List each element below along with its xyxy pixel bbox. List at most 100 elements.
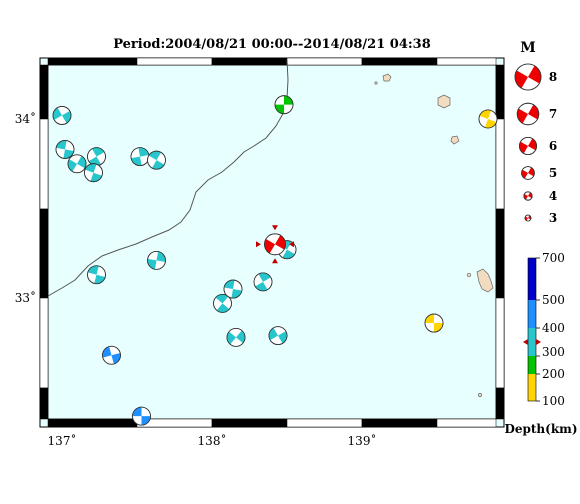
- magnitude-label-8: 8: [549, 70, 557, 84]
- depth-band-300-400: [528, 328, 536, 356]
- frame-tick-top: [361, 57, 438, 66]
- depth-tick-700: 700: [542, 251, 565, 265]
- magnitude-label-5: 5: [549, 166, 557, 180]
- lat-label-33: 33˚: [15, 290, 36, 305]
- mainshock-mechanism: [264, 233, 286, 256]
- depth-tick-200: 200: [542, 367, 565, 381]
- earthquake-mechanism: [102, 345, 121, 365]
- magnitude-legend-symbol: [523, 191, 533, 201]
- island: [437, 94, 451, 109]
- earthquake-mechanism: [147, 150, 166, 170]
- frame-tick-left: [39, 387, 49, 420]
- earthquake-mechanism: [226, 327, 246, 347]
- magnitude-legend-symbol: [524, 214, 532, 222]
- depth-tick-500: 500: [542, 293, 565, 307]
- map-title: Period:2004/08/21 00:00--2014/08/21 04:3…: [113, 37, 431, 52]
- earthquake-mechanism: [132, 406, 151, 426]
- frame-tick-right: [495, 208, 505, 299]
- earthquake-mechanism: [55, 140, 75, 159]
- mainshock-marker-bottom: [272, 258, 278, 264]
- frame-tick-top: [436, 57, 497, 66]
- frame-tick-right: [495, 118, 505, 210]
- frame-tick-left: [39, 118, 49, 210]
- frame-tick-left: [39, 208, 49, 299]
- earthquake-mechanisms: [52, 95, 498, 426]
- frame-tick-bottom: [211, 418, 288, 428]
- earthquake-mechanism: [52, 106, 72, 125]
- frame-tick-top: [47, 57, 138, 66]
- depth-colorbar-frame: [527, 257, 537, 402]
- map-frame-ticks: [39, 57, 505, 428]
- frame-tick-top: [136, 57, 213, 66]
- lon-label-139: 139˚: [348, 433, 377, 448]
- depth-band-200-300: [528, 356, 536, 374]
- depth-tick-300: 300: [542, 345, 565, 359]
- island: [450, 135, 460, 145]
- earthquake-mechanism: [253, 272, 273, 292]
- magnitude-label-4: 4: [549, 189, 557, 203]
- frame-tick-top: [286, 57, 363, 66]
- magnitude-legend-symbol: [514, 63, 542, 91]
- magnitude-legend-symbol: [516, 102, 540, 126]
- earthquake-mechanism: [87, 265, 106, 285]
- frame-tick-right: [495, 64, 505, 120]
- frame-tick-left: [39, 297, 49, 389]
- earthquake-mechanism: [424, 313, 444, 333]
- mainshock-marker-top: [272, 225, 278, 231]
- mainshock-depth-marker-right: [536, 339, 541, 345]
- island: [374, 81, 378, 85]
- frame-tick-right: [495, 297, 505, 389]
- earthquake-mechanism: [130, 147, 150, 166]
- earthquake-mechanism: [274, 95, 294, 115]
- longitude-labels: 137˚ 138˚ 139˚: [48, 433, 377, 448]
- earthquake-mechanism: [268, 326, 288, 345]
- map-panel: 34˚ 33˚ 137˚ 138˚ 139˚: [15, 57, 505, 448]
- lat-label-34: 34˚: [15, 111, 36, 126]
- depth-tick-400: 400: [542, 321, 565, 335]
- lon-label-137: 137˚: [48, 433, 77, 448]
- island: [382, 73, 392, 82]
- earthquake-mechanism: [147, 251, 166, 270]
- coastline-islands: [374, 73, 494, 397]
- earthquake-mechanism: [87, 147, 106, 166]
- latitude-labels: 34˚ 33˚: [15, 111, 36, 305]
- earthquake-mechanism: [213, 293, 232, 313]
- trench-line: [47, 59, 289, 297]
- depth-colorbar: 700 500 400 300 200 100 Depth(km): [504, 251, 577, 436]
- magnitude-legend-title: M: [520, 40, 536, 56]
- magnitude-legend-symbols: [514, 63, 542, 222]
- frame-tick-top: [211, 57, 288, 66]
- frame-tick-left: [39, 64, 49, 120]
- magnitude-legend-symbol: [521, 166, 535, 180]
- magnitude-legend-labels: 8 7 6 5 4 3: [549, 70, 557, 225]
- lon-label-138: 138˚: [198, 433, 227, 448]
- depth-band-600-700: [528, 258, 536, 300]
- frame-tick-bottom: [361, 418, 438, 428]
- frame-tick-right: [495, 387, 505, 420]
- depth-tick-100: 100: [542, 394, 565, 408]
- depth-tick-marks: [536, 257, 540, 402]
- magnitude-legend-symbol: [519, 136, 538, 155]
- depth-axis-label: Depth(km): [504, 422, 577, 436]
- magnitude-label-7: 7: [549, 107, 557, 121]
- frame-tick-bottom: [286, 418, 363, 428]
- earthquake-mechanism: [478, 109, 498, 129]
- frame-tick-bottom: [436, 418, 497, 428]
- mainshock-marker-left: [256, 241, 261, 248]
- depth-band-400-500: [528, 300, 536, 328]
- earthquake-mechanism: [67, 154, 87, 174]
- earthquake-mechanism: [223, 279, 243, 299]
- mainshock-marker-right: [289, 241, 294, 248]
- magnitude-legend: M 8 7 6 5 4 3: [514, 40, 557, 225]
- island: [478, 393, 482, 397]
- island: [466, 272, 472, 278]
- mainshock-depth-marker-left: [523, 339, 528, 345]
- island: [476, 268, 494, 293]
- depth-tick-labels: 700 500 400 300 200 100: [542, 251, 565, 408]
- magnitude-label-3: 3: [549, 211, 557, 225]
- earthquake-mechanism: [84, 163, 103, 183]
- depth-band-100-200: [528, 374, 536, 401]
- frame-tick-bottom: [47, 418, 138, 428]
- magnitude-label-6: 6: [549, 139, 557, 153]
